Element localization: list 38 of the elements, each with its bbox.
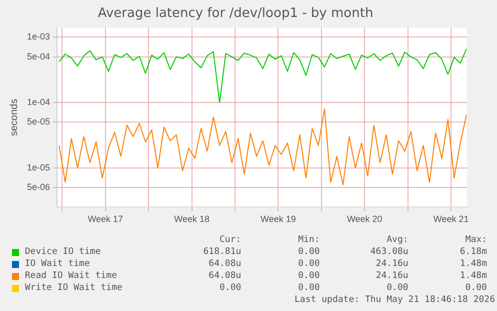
legend-label: Read IO Wait time [24, 271, 118, 281]
text: 0.00 [218, 283, 242, 293]
x-tick-label: Week 19 [260, 214, 296, 224]
text: Max: [464, 235, 487, 245]
text: 24.16u [374, 271, 408, 281]
text: Min: [297, 235, 320, 245]
legend-label: IO Wait time [24, 259, 91, 269]
chart-title: Average latency for /dev/loop1 - by month [98, 6, 374, 22]
legend-label: Write IO Wait time [24, 283, 124, 293]
y-tick-label: 5e-06 [26, 182, 50, 192]
text: 24.16u [374, 259, 408, 269]
text: 0.00 [297, 247, 320, 257]
y-tick-label: 1e-05 [26, 162, 50, 172]
x-tick-label: Week 20 [346, 214, 382, 224]
text: 463.08u [369, 247, 408, 257]
text: 64.08u [208, 259, 242, 269]
text: 0.00 [386, 283, 408, 293]
x-tick-label: Week 21 [433, 214, 469, 224]
y-tick-label: 5e-04 [26, 51, 50, 62]
text: 1.48m [458, 259, 487, 269]
y-tick-label: 1e-04 [26, 96, 50, 107]
text: 0.00 [297, 283, 320, 293]
x-tick-label: Week 17 [88, 214, 124, 224]
y-tick-label: 5e-05 [26, 116, 50, 127]
text: 6.18m [458, 247, 487, 257]
y-axis-title: seconds [8, 98, 20, 136]
text: 64.08u [208, 271, 242, 281]
text: 0.00 [297, 271, 320, 281]
text: Cur: [218, 235, 242, 245]
text: 0.00 [464, 283, 487, 293]
text: 1.48m [458, 271, 487, 281]
legend-label: Device IO time [24, 247, 102, 257]
text: Last update: Thu May 21 18:46:18 2026 [294, 294, 495, 306]
x-tick-label: Week 18 [174, 214, 210, 224]
y-tick-label: 1e-03 [26, 32, 50, 42]
text: 618.81u [202, 247, 242, 257]
text: 0.00 [297, 259, 320, 269]
text: Avg: [386, 235, 408, 245]
